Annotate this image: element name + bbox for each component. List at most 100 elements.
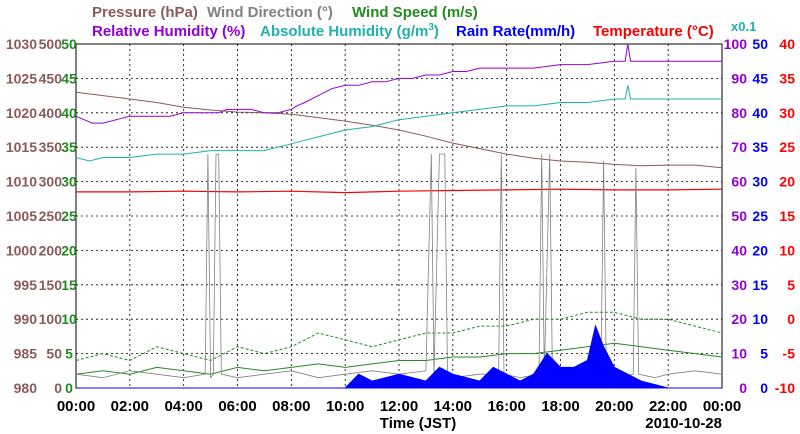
axis-tick-labels: 9809859909951000100510101015102010251030… xyxy=(6,36,795,415)
tick-label-humidity: 50 xyxy=(731,208,747,224)
tick-label-time: 22:00 xyxy=(649,398,687,415)
tick-label-wind-direction: 500 xyxy=(39,36,63,52)
series-relative-humidity xyxy=(75,43,722,124)
tick-label-time: 14:00 xyxy=(434,398,472,415)
tick-label-temperature: 35 xyxy=(779,70,795,86)
tick-label-wind-direction: 300 xyxy=(39,174,63,190)
tick-label-temperature: -10 xyxy=(775,380,795,396)
tick-label-rain-rate: 20 xyxy=(752,242,768,258)
tick-label-temperature: 20 xyxy=(779,174,795,190)
tick-label-wind-direction: 400 xyxy=(39,105,63,121)
tick-label-wind-speed: 5 xyxy=(65,346,73,362)
tick-label-pressure: 1025 xyxy=(6,70,37,86)
tick-label-humidity: 30 xyxy=(731,277,747,293)
tick-label-wind-speed: 35 xyxy=(61,139,77,155)
tick-label-pressure: 1000 xyxy=(6,242,37,258)
tick-label-temperature: 0 xyxy=(787,311,795,327)
tick-label-time: 10:00 xyxy=(326,398,364,415)
abs-humidity-scale-label: x0.1 xyxy=(731,19,756,34)
tick-label-humidity: 70 xyxy=(731,139,747,155)
tick-label-wind-direction: 150 xyxy=(39,277,63,293)
tick-label-temperature: 5 xyxy=(787,277,795,293)
tick-label-temperature: 15 xyxy=(779,208,795,224)
tick-label-time: 16:00 xyxy=(487,398,525,415)
tick-label-time: 00:00 xyxy=(57,398,95,415)
tick-label-wind-direction: 350 xyxy=(39,139,63,155)
legend-rain-rate: Rain Rate(mm/h) xyxy=(456,23,575,40)
tick-label-time: 00:00 xyxy=(703,398,741,415)
tick-label-temperature: 30 xyxy=(779,105,795,121)
tick-label-wind-direction: 250 xyxy=(39,208,63,224)
tick-label-rain-rate: 25 xyxy=(752,208,768,224)
tick-label-pressure: 990 xyxy=(14,311,38,327)
tick-label-rain-rate: 10 xyxy=(752,311,768,327)
tick-label-wind-direction: 200 xyxy=(39,242,63,258)
series-absolute-humidity-x0-1 xyxy=(75,85,722,162)
tick-label-rain-rate: 0 xyxy=(760,380,768,396)
tick-label-rain-rate: 45 xyxy=(752,70,768,86)
tick-label-wind-speed: 15 xyxy=(61,277,77,293)
tick-label-wind-speed: 40 xyxy=(61,105,77,121)
tick-label-time: 06:00 xyxy=(218,398,256,415)
x-axis-title: Time (JST) xyxy=(380,415,456,432)
tick-label-wind-direction: 50 xyxy=(46,346,62,362)
tick-label-temperature: 40 xyxy=(779,36,795,52)
date-label: 2010-10-28 xyxy=(645,415,722,432)
legend-absolute-humidity: Absolute Humidity (g/m3) xyxy=(260,22,439,40)
tick-label-wind-direction: 0 xyxy=(54,380,62,396)
tick-label-wind-speed: 0 xyxy=(65,380,73,396)
tick-label-humidity: 80 xyxy=(731,105,747,121)
legend-absolute-humidity-prefix: Absolute Humidity (g/m xyxy=(260,23,428,40)
tick-label-temperature: -5 xyxy=(783,346,796,362)
tick-label-time: 20:00 xyxy=(595,398,633,415)
tick-label-pressure: 995 xyxy=(14,277,38,293)
series-rain-rate xyxy=(76,324,722,389)
tick-label-humidity: 90 xyxy=(731,70,747,86)
tick-label-humidity: 10 xyxy=(731,346,747,362)
tick-label-time: 02:00 xyxy=(111,398,149,415)
tick-label-humidity: 0 xyxy=(739,380,747,396)
tick-label-humidity: 100 xyxy=(724,36,748,52)
tick-label-time: 04:00 xyxy=(164,398,202,415)
series-pressure xyxy=(75,91,723,169)
tick-label-wind-speed: 50 xyxy=(61,36,77,52)
tick-label-rain-rate: 50 xyxy=(752,36,768,52)
legend-wind-direction: Wind Direction (°) xyxy=(207,4,333,21)
legend-absolute-humidity-suffix: ) xyxy=(434,23,439,40)
legend-relative-humidity: Relative Humidity (%) xyxy=(92,23,245,40)
series-temperature xyxy=(76,188,723,194)
grid-lines xyxy=(76,44,722,388)
tick-label-wind-speed: 10 xyxy=(61,311,77,327)
series-layer xyxy=(75,43,723,389)
legend-pressure: Pressure (hPa) xyxy=(92,4,198,21)
legend-absolute-humidity-exp: 3 xyxy=(428,22,434,33)
tick-label-rain-rate: 40 xyxy=(752,105,768,121)
tick-label-humidity: 60 xyxy=(731,174,747,190)
tick-label-wind-direction: 450 xyxy=(39,70,63,86)
tick-label-wind-speed: 45 xyxy=(61,70,77,86)
tick-label-wind-speed: 30 xyxy=(61,174,77,190)
tick-label-time: 12:00 xyxy=(380,398,418,415)
tick-label-wind-speed: 25 xyxy=(61,208,77,224)
tick-label-pressure: 1015 xyxy=(6,139,37,155)
series-wind-speed-max xyxy=(75,311,723,362)
tick-label-pressure: 1010 xyxy=(6,174,37,190)
tick-label-pressure: 1020 xyxy=(6,105,37,121)
series-wind-speed xyxy=(75,342,723,375)
tick-label-temperature: 25 xyxy=(779,139,795,155)
tick-label-rain-rate: 35 xyxy=(752,139,768,155)
tick-label-wind-direction: 100 xyxy=(39,311,63,327)
legend-wind-speed: Wind Speed (m/s) xyxy=(352,4,478,21)
tick-label-time: 18:00 xyxy=(541,398,579,415)
tick-label-pressure: 985 xyxy=(14,346,38,362)
tick-label-pressure: 980 xyxy=(14,380,38,396)
tick-label-wind-speed: 20 xyxy=(61,242,77,258)
tick-label-humidity: 20 xyxy=(731,311,747,327)
tick-label-time: 08:00 xyxy=(272,398,310,415)
tick-label-rain-rate: 15 xyxy=(752,277,768,293)
tick-label-temperature: 10 xyxy=(779,242,795,258)
tick-label-rain-rate: 30 xyxy=(752,174,768,190)
tick-label-rain-rate: 5 xyxy=(760,346,768,362)
